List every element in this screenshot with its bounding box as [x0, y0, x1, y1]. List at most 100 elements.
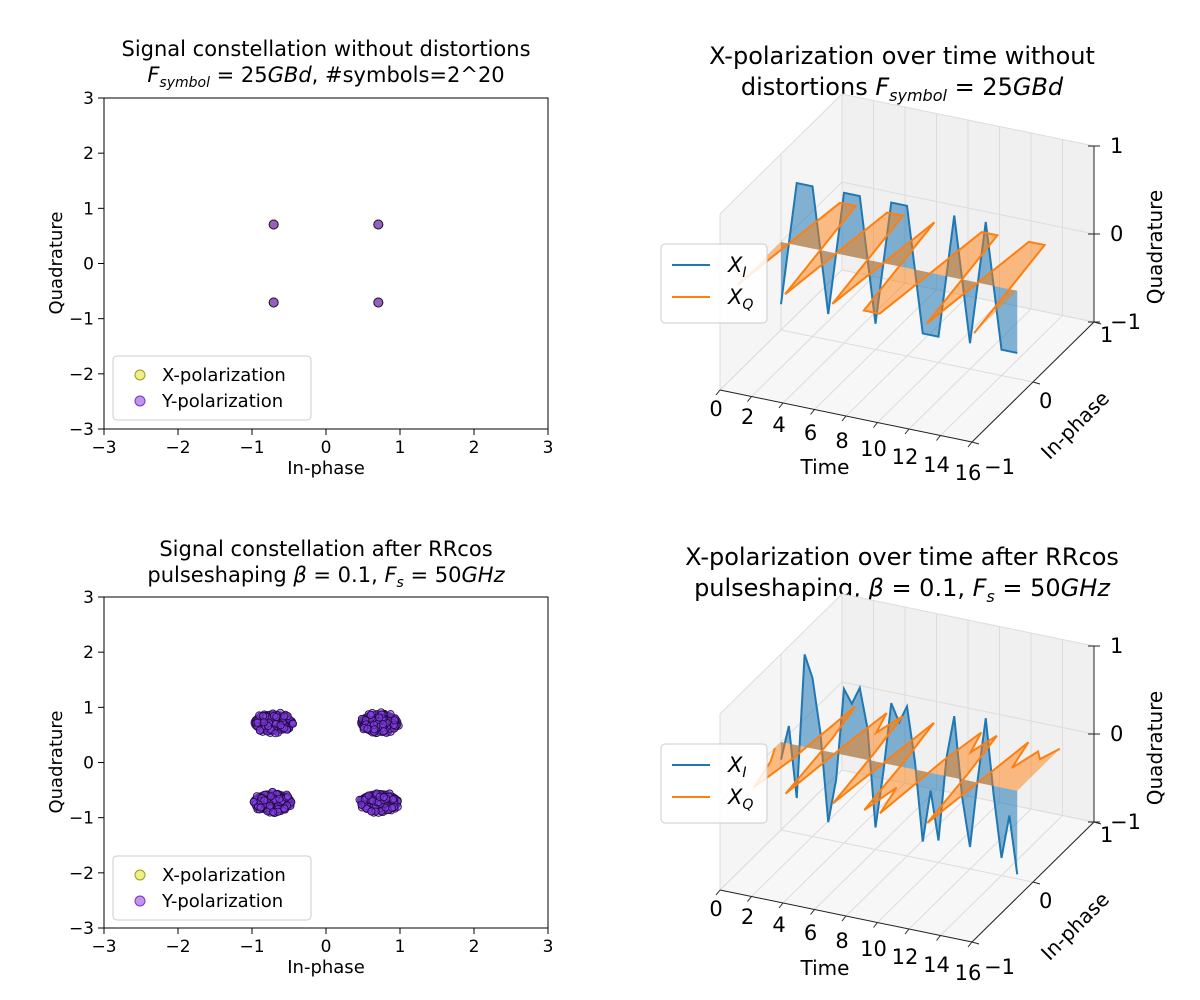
panel4-xq-line: [753, 705, 1061, 824]
panel4-time-tick-label: 0: [709, 897, 722, 921]
panel2-gridline: [841, 181, 1095, 235]
panel1-xtick-label: 0: [321, 438, 332, 458]
panel3-legend-marker-x: [134, 869, 146, 881]
panel1-xtick-label: −3: [91, 438, 116, 458]
panel2-zlabel: Quadrature: [1143, 190, 1167, 304]
panel3-point: [283, 792, 292, 801]
panel2-time-tick-mark: [904, 428, 910, 435]
panel2-gridline: [780, 329, 1034, 383]
panel2-xq-fill: [737, 202, 1045, 334]
panel2-inphase-tick-mark: [971, 441, 980, 445]
panel1-ytick-label: 0: [83, 255, 94, 275]
panel1-ytick-label: 2: [83, 144, 94, 164]
panel2-inphase-tick-label: −1: [984, 455, 1015, 479]
panel2-xlabel: Time: [800, 455, 850, 479]
panel4-zlabel: Quadrature: [1143, 691, 1167, 805]
panel3-point: [280, 712, 289, 721]
panel1-title-line1: Signal constellation without distortions: [121, 37, 530, 61]
panel4-time-tick-mark: [841, 915, 847, 922]
panel2-time-tick-label: 12: [892, 445, 919, 469]
panel4-time-tick-label: 12: [892, 945, 919, 969]
panel1-ytick-label: −2: [69, 365, 94, 385]
panel1-legend-marker-x: [134, 369, 146, 381]
panel3-points: [249, 708, 403, 817]
panel3-point: [272, 712, 281, 721]
panel3-xlabel: In-phase: [287, 957, 365, 978]
panel-time-rrcos: X-polarization over time after RRcos pul…: [660, 543, 1167, 985]
panel3-point: [288, 719, 297, 728]
panel3-legend-box: [112, 855, 312, 921]
panel3-ylabel: Quadrature: [46, 710, 67, 813]
panel2-time-tick-label: 10: [860, 437, 887, 461]
panel3-ytick-label: 1: [83, 698, 94, 718]
panel2-time-tick-label: 8: [835, 429, 848, 453]
panel4-quadrature-tick-label: −1: [1110, 810, 1141, 834]
panel4-time-tick-mark: [778, 902, 784, 909]
panel3-point: [367, 807, 376, 816]
panel3-title-line2: pulseshaping β = 0.1, Fs = 50GHz: [147, 563, 505, 591]
panel4-inphase-tick-mark: [1032, 881, 1041, 885]
panel3-title-line1: Signal constellation after RRcos: [159, 537, 492, 561]
panel4-time-tick-mark: [715, 889, 721, 896]
panel2-time-tick-label: 6: [804, 421, 817, 445]
panel4-time-tick-mark: [873, 922, 878, 928]
panel4-title-line1: X-polarization over time after RRcos: [685, 543, 1119, 571]
panel4-xlabel: Time: [800, 956, 850, 980]
panel3-point: [280, 804, 289, 813]
panel3-xtick-label: 3: [543, 937, 554, 957]
panel1-ytick-label: −1: [69, 310, 94, 330]
panel2-time-tick-mark: [967, 441, 973, 448]
panel2-legend: XI XQ: [660, 243, 768, 324]
panel1-point: [268, 219, 279, 230]
panel2-ticks: 0 2 4 6 8 10 12 14 16 −101−101: [709, 134, 1141, 485]
panel3-ytick-label: −1: [69, 809, 94, 829]
panel4-time-tick-mark: [904, 928, 910, 935]
panel2-inphase-tick-label: 0: [1039, 389, 1052, 413]
panel3-point: [275, 794, 284, 803]
panel2-inphase-tick-mark: [1032, 381, 1041, 385]
panel3-legend-marker-y: [134, 895, 146, 907]
panel1-legend-label-y: Y-polarization: [161, 391, 283, 412]
panel4-legend: XI XQ: [660, 743, 768, 824]
panel4-time-tick-label: 16: [955, 961, 982, 985]
panel3-point: [388, 795, 397, 804]
panel3-point: [364, 791, 373, 800]
panel3-legend: X-polarization Y-polarization: [112, 855, 312, 921]
panel1-xtick-label: −1: [239, 438, 264, 458]
panel1-legend-marker-y: [134, 395, 146, 407]
panel4-legend-label-xi: XI: [727, 753, 747, 781]
panel3-xtick-label: −3: [91, 937, 116, 957]
panel3-point: [357, 800, 366, 809]
panel3-point: [256, 803, 265, 812]
panel4-series: [753, 654, 1061, 875]
panel4-inphase-tick-mark: [971, 941, 980, 945]
panel3-xtick-label: −1: [239, 937, 264, 957]
panel3-ytick-label: 3: [83, 588, 94, 608]
panel2-time-tick-label: 0: [709, 397, 722, 421]
panel4-gridline: [780, 829, 1034, 883]
panel3-xtick-label: 2: [469, 937, 480, 957]
panel1-legend-label-x: X-polarization: [162, 365, 286, 386]
panel1-ticks: −3 −2 −1 0 1 2 3 3 2 1 0 −1 −2 −3: [69, 89, 553, 458]
panel4-time-tick-mark: [967, 941, 973, 948]
panel2-legend-label-xi: XI: [727, 253, 747, 281]
panel2-time-tick-mark: [747, 396, 752, 402]
panel3-point: [265, 801, 274, 810]
panel4-inphase-tick-label: −1: [984, 955, 1015, 979]
panel4-time-tick-label: 10: [860, 937, 887, 961]
panel1-point: [268, 297, 279, 308]
panel2-quadrature-tick-label: −1: [1110, 310, 1141, 334]
panel2-time-tick-label: 14: [923, 453, 950, 477]
panel3-point: [259, 718, 268, 727]
panel4-title-line2: pulseshaping, β = 0.1, Fs = 50GHz: [694, 574, 1111, 606]
panel3-point: [375, 713, 384, 722]
panel2-gridline: [841, 93, 1095, 147]
panel-constellation-clean: Signal constellation without distortions…: [46, 37, 553, 479]
panel3-point: [390, 716, 399, 725]
panel1-legend-box: [112, 355, 312, 421]
panel1-xlabel: In-phase: [287, 458, 365, 479]
panel4-xi-line: [780, 654, 1019, 875]
panel3-ticks: −3 −2 −1 0 1 2 3 3 2 1 0 −1 −2 −3: [69, 588, 553, 957]
panel2-title-line2: distortions Fsymbol = 25GBd: [741, 73, 1064, 105]
